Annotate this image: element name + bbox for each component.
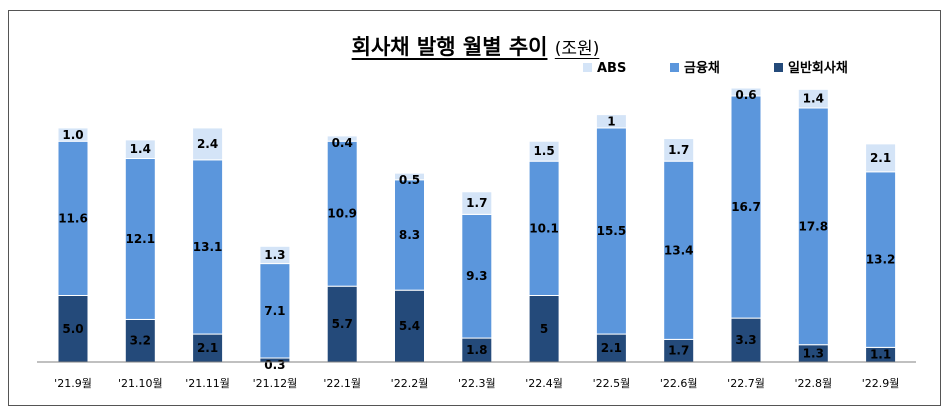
data-label-financial-10: 16.7	[731, 200, 761, 214]
data-label-abs-1: 1.4	[130, 142, 151, 156]
bar-abs-2	[192, 127, 224, 161]
x-tick-label-9: '22.6월	[660, 377, 698, 390]
x-tick-label-1: '21.10월	[118, 377, 163, 390]
data-label-corporate-12: 1.1	[870, 348, 891, 362]
data-label-corporate-8: 2.1	[601, 341, 622, 355]
data-label-financial-8: 15.5	[597, 224, 627, 238]
x-tick-label-7: '22.4월	[525, 377, 563, 390]
data-label-financial-7: 10.1	[529, 221, 559, 235]
bars-group: 5.011.61.03.212.11.42.113.12.40.37.11.35…	[57, 87, 897, 372]
x-tick-labels: '21.9월 '21.10월 '21.11월 '21.12월 '22.1월 '22.2월 '…	[54, 377, 899, 390]
bar-abs-3	[259, 245, 291, 265]
bar-financial-11	[797, 107, 829, 346]
data-label-financial-9: 13.4	[664, 243, 694, 257]
bar-financial-10	[730, 95, 762, 319]
data-label-abs-4: 0.4	[332, 136, 353, 150]
bar-financial-8	[595, 127, 627, 335]
data-label-corporate-1: 3.2	[130, 334, 151, 348]
x-tick-label-4: '22.1월	[323, 377, 361, 390]
bar-abs-10	[730, 87, 762, 97]
bar-financial-2	[192, 159, 224, 335]
data-label-financial-6: 9.3	[466, 269, 487, 283]
bar-abs-1	[124, 139, 156, 160]
data-label-financial-4: 10.9	[327, 207, 357, 221]
data-label-corporate-2: 2.1	[197, 341, 218, 355]
x-tick-label-3: '21.12월	[253, 377, 298, 390]
bar-corporate-5	[394, 289, 425, 363]
x-tick-label-8: '22.5월	[593, 377, 631, 390]
data-label-abs-12: 2.1	[870, 151, 891, 165]
bar-corporate-7	[528, 295, 560, 363]
x-tick-label-11: '22.8월	[794, 377, 832, 390]
bar-abs-4	[326, 135, 358, 142]
data-label-corporate-10: 3.3	[735, 333, 756, 347]
data-label-corporate-9: 1.7	[668, 344, 689, 358]
data-label-corporate-11: 1.3	[803, 346, 824, 360]
data-label-corporate-6: 1.8	[466, 343, 487, 357]
bar-financial-4	[326, 140, 358, 287]
chart-title-text: 회사채 발행 월별 추이	[351, 35, 548, 59]
legend-label-corporate: 일반회사채	[788, 60, 848, 76]
bar-abs-0	[57, 127, 89, 142]
data-label-abs-0: 1.0	[62, 128, 83, 142]
legend-label-abs: ABS	[597, 61, 626, 76]
x-tick-label-6: '22.3월	[458, 377, 496, 390]
bar-financial-12	[865, 171, 897, 348]
legend-swatch-financial	[670, 63, 679, 72]
data-label-abs-5: 0.5	[399, 173, 420, 187]
x-tick-label-10: '22.7월	[727, 377, 765, 390]
data-label-abs-10: 0.6	[735, 88, 756, 102]
bar-financial-5	[394, 179, 425, 291]
bar-abs-8	[595, 114, 627, 129]
data-label-corporate-3: 0.3	[264, 358, 285, 372]
x-tick-label-5: '22.2월	[391, 377, 429, 390]
legend-swatch-corporate	[774, 63, 783, 72]
x-tick-label-12: '22.9월	[862, 377, 900, 390]
data-label-corporate-4: 5.7	[332, 317, 353, 331]
data-label-abs-9: 1.7	[668, 143, 689, 157]
data-label-corporate-0: 5.0	[62, 322, 83, 336]
legend-swatch-abs	[583, 63, 592, 72]
bar-financial-3	[259, 263, 291, 359]
bar-corporate-4	[326, 285, 358, 363]
data-label-abs-6: 1.7	[466, 196, 487, 210]
bar-abs-9	[663, 138, 695, 162]
bar-abs-6	[461, 191, 493, 215]
bar-abs-12	[865, 143, 897, 173]
data-label-financial-2: 13.1	[193, 240, 223, 254]
legend-label-financial: 금융채	[684, 60, 720, 76]
x-tick-label-2: '21.11월	[185, 377, 230, 390]
bar-abs-11	[797, 88, 829, 109]
chart-title: 회사채 발행 월별 추이 (조원)	[9, 31, 942, 61]
chart-unit-label: (조원)	[554, 39, 600, 59]
bar-financial-6	[461, 213, 493, 339]
data-label-abs-8: 1	[607, 115, 615, 129]
data-label-abs-7: 1.5	[533, 144, 554, 158]
data-label-financial-1: 12.1	[125, 232, 155, 246]
data-label-abs-3: 1.3	[264, 248, 285, 262]
data-label-financial-3: 7.1	[264, 304, 285, 318]
bar-financial-0	[57, 140, 89, 296]
legend: ABS 금융채 일반회사채	[583, 60, 848, 76]
data-label-corporate-7: 5	[540, 322, 548, 336]
bar-abs-5	[394, 172, 425, 181]
data-label-financial-0: 11.6	[58, 211, 88, 225]
data-label-abs-11: 1.4	[803, 92, 824, 106]
data-label-financial-11: 17.8	[798, 219, 828, 233]
data-label-financial-12: 13.2	[866, 253, 896, 267]
data-label-corporate-5: 5.4	[399, 319, 420, 333]
bar-abs-7	[528, 140, 560, 162]
x-tick-label-0: '21.9월	[54, 377, 92, 390]
bar-corporate-8	[595, 333, 627, 363]
bar-financial-9	[663, 160, 695, 340]
data-label-financial-5: 8.3	[399, 228, 420, 242]
data-label-abs-2: 2.4	[197, 137, 218, 151]
